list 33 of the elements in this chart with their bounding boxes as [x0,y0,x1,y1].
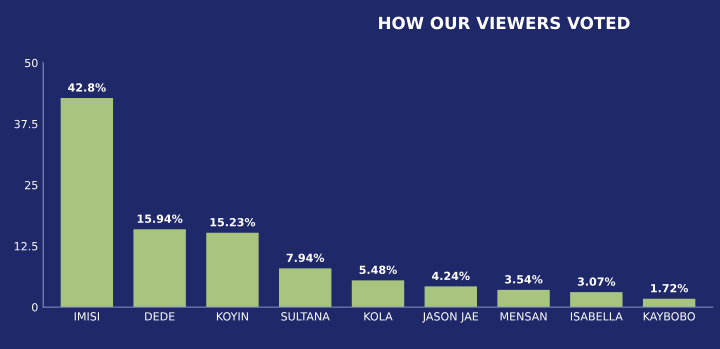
y-tick-label: 37.5 [14,120,38,128]
x-tick-label: KOLA [364,312,393,321]
y-tick-label: 0 [32,303,38,312]
data-label: 15.94% [138,214,182,223]
data-label: 42.8% [68,83,106,92]
bar [60,98,114,308]
y-tick-label: 50 [25,58,38,68]
data-label: 1.72% [651,284,688,292]
y-tick-label: 25 [25,180,38,190]
x-tick-label: JASON JAE [422,312,478,323]
x-tick-label: IMISI [74,312,100,321]
x-tick-label: SULTANA [281,312,330,321]
data-label: 4.24% [432,272,470,280]
bar [133,229,186,308]
x-tick-label: KOYIN [216,312,248,321]
bar [497,290,550,308]
bar [279,268,332,308]
data-label: 15.23% [210,218,256,226]
x-tick-label: ISABELLA [570,312,623,321]
y-tick-label: 12.5 [14,242,38,250]
bar [424,286,477,308]
data-label: 3.54% [505,275,542,284]
x-tick-label: MENSAN [500,312,547,321]
x-tick-label: KAYBOBO [644,312,695,321]
data-label: 3.07% [578,277,616,286]
bar [352,280,404,308]
chart-title: HOW OUR VIEWERS VOTED [379,16,630,30]
data-label: 7.94% [286,254,324,262]
x-tick-label: DEDE [145,312,175,320]
bar [206,232,259,308]
bar [570,292,623,308]
data-label: 5.48% [360,266,397,274]
bar [642,298,696,308]
